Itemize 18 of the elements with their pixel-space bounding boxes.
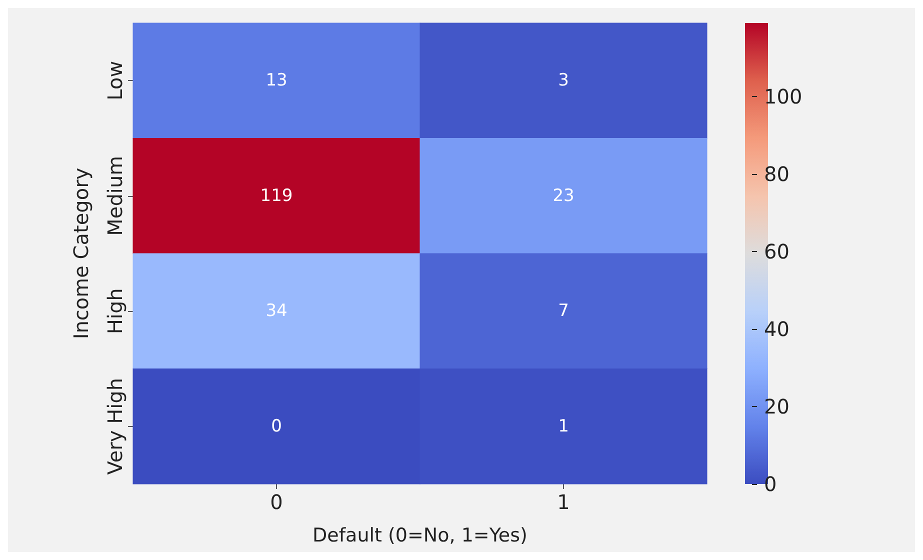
y-tick-label: Very High	[103, 378, 127, 475]
data-label: 1	[558, 416, 569, 436]
data-label: 119	[260, 186, 293, 206]
data-label: 7	[558, 301, 569, 322]
color-bar-label: 60	[764, 240, 790, 264]
data-label: 0	[271, 416, 282, 436]
y-axis-title: Income Category	[69, 168, 93, 340]
x-axis-title: Default (0=No, 1=Yes)	[312, 524, 528, 546]
color-bar-label: 40	[764, 317, 790, 342]
y-tick-label: Low	[103, 60, 127, 100]
data-label: 34	[266, 301, 288, 322]
y-tick-label: Medium	[103, 156, 127, 236]
color-bar-label: 80	[764, 162, 790, 186]
color-bar-label: 0	[764, 472, 777, 496]
y-tick-label: High	[103, 288, 127, 334]
data-label: 13	[266, 70, 288, 91]
data-label: 3	[558, 70, 569, 91]
data-label: 23	[552, 186, 574, 206]
